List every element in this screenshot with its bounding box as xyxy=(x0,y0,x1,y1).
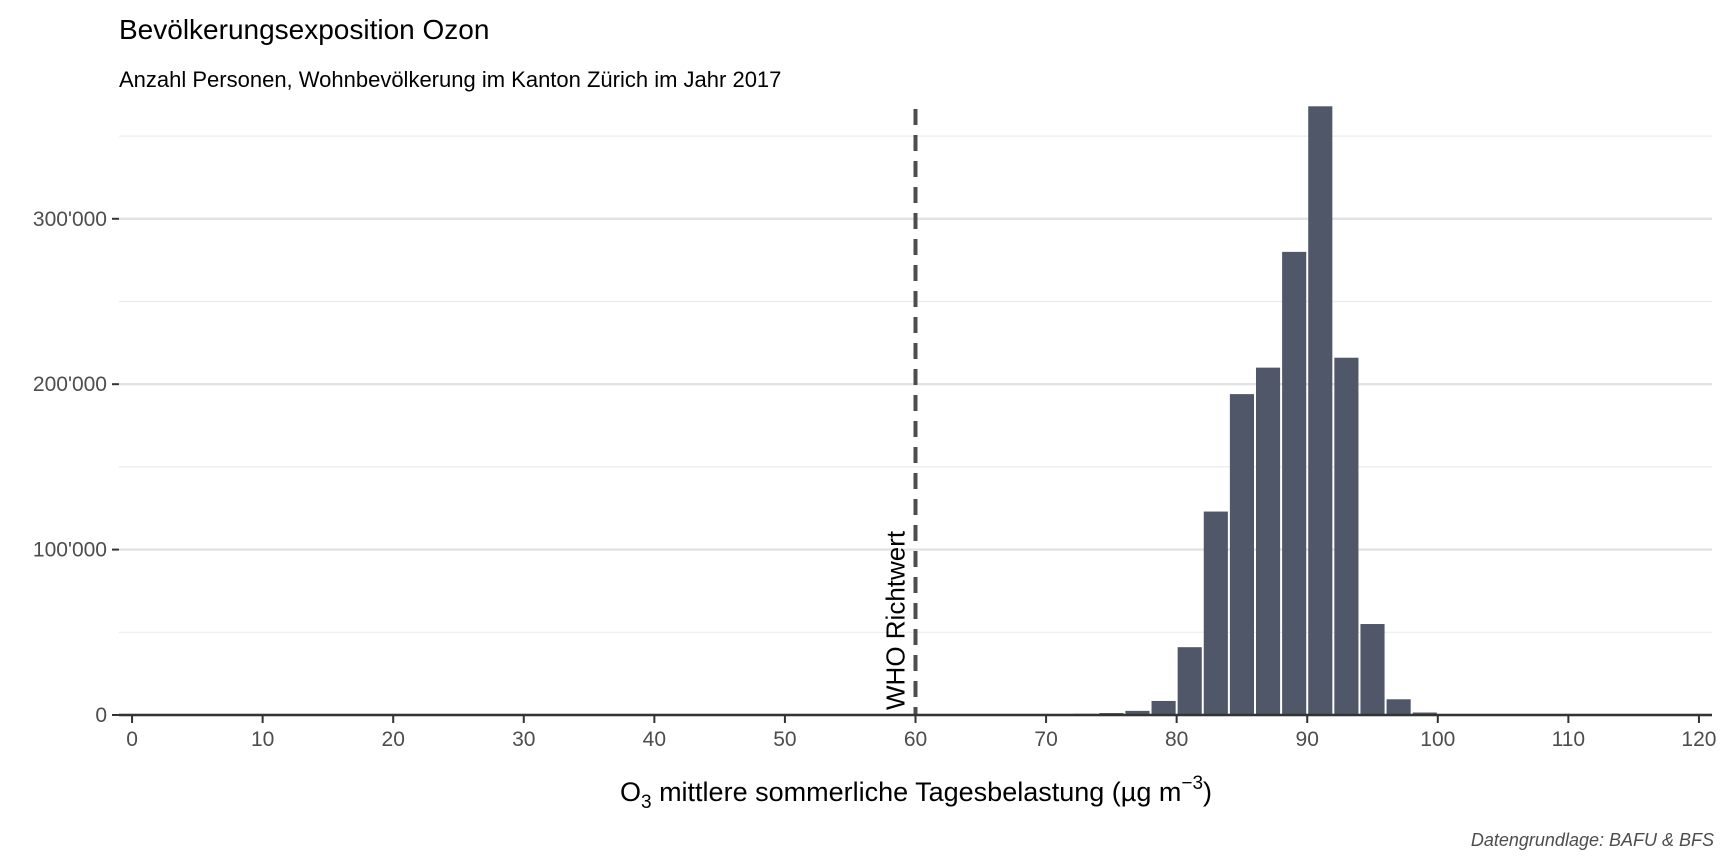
y-tick-label: 300'000 xyxy=(33,208,107,231)
chart-subtitle: Anzahl Personen, Wohnbevölkerung im Kant… xyxy=(119,67,781,92)
bars xyxy=(1073,106,1437,715)
histogram-bar xyxy=(1412,712,1437,715)
x-tick-label: 80 xyxy=(1165,728,1188,751)
who-reference-label: WHO Richtwert xyxy=(881,530,911,710)
histogram-bar xyxy=(1360,624,1385,715)
x-axis-title-prefix: O xyxy=(620,777,641,807)
y-tick-label: 200'000 xyxy=(33,373,107,396)
x-tick-label: 90 xyxy=(1296,728,1319,751)
histogram-bar xyxy=(1229,394,1254,715)
x-tick-label: 110 xyxy=(1552,728,1585,751)
histogram-bar xyxy=(1334,357,1359,715)
x-tick-label: 70 xyxy=(1034,728,1057,751)
histogram-bar xyxy=(1177,647,1202,715)
histogram-bar xyxy=(1125,710,1150,715)
x-axis-title-suffix: ) xyxy=(1203,777,1212,807)
x-axis-title-superscript: −3 xyxy=(1181,773,1203,794)
y-tick-label: 100'000 xyxy=(33,539,107,562)
histogram-bar xyxy=(1386,699,1411,715)
x-tick-label: 0 xyxy=(126,728,138,751)
x-axis-title: O3 mittlere sommerliche Tagesbelastung (… xyxy=(620,773,1212,813)
chart-title: Bevölkerungsexposition Ozon xyxy=(119,14,489,45)
x-tick-label: 10 xyxy=(251,728,274,751)
x-axis-ticks: 0 10 20 30 40 50 60 70 80 90 100 110 120 xyxy=(126,715,1716,751)
x-tick-label: 60 xyxy=(904,728,927,751)
x-tick-label: 40 xyxy=(643,728,666,751)
histogram-bar xyxy=(1282,251,1307,715)
x-axis-title-subscript: 3 xyxy=(641,792,652,813)
x-tick-label: 20 xyxy=(382,728,405,751)
x-tick-label: 100 xyxy=(1420,728,1455,751)
histogram-bar xyxy=(1255,367,1281,715)
y-axis-ticks: 0 100'000 200'000 300'000 xyxy=(33,208,119,727)
y-tick-label: 0 xyxy=(95,704,107,727)
histogram-bar xyxy=(1203,511,1228,715)
x-axis-title-main: mittlere sommerliche Tagesbelastung (µg … xyxy=(652,777,1182,807)
x-tick-label: 50 xyxy=(773,728,796,751)
histogram-bar xyxy=(1308,106,1333,715)
reference-line-group: WHO Richtwert xyxy=(881,109,918,715)
chart-caption: Datengrundlage: BAFU & BFS xyxy=(1471,830,1714,850)
histogram-bar xyxy=(1151,700,1176,715)
x-tick-label: 30 xyxy=(512,728,535,751)
x-tick-label: 120 xyxy=(1681,728,1716,751)
